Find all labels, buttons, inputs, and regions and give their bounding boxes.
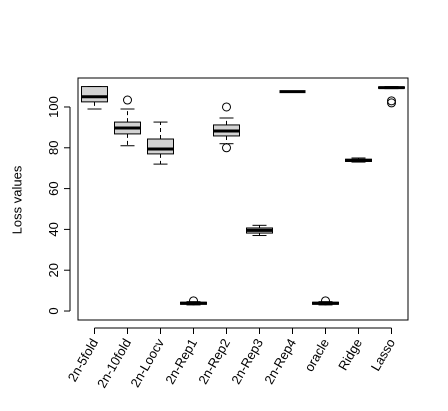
y-tick-label: 60 [46, 181, 61, 195]
y-tick-label: 100 [46, 96, 61, 118]
x-tick-label: 2n-Rep4 [261, 336, 299, 387]
outlier [387, 96, 396, 106]
outlier [387, 98, 396, 108]
y-tick-label: 40 [46, 222, 61, 236]
outlier [321, 296, 330, 306]
outlier [222, 143, 231, 153]
plot-frame [77, 77, 409, 321]
outlier [222, 102, 231, 112]
y-tick-label: 20 [46, 263, 61, 277]
box [81, 86, 108, 103]
outlier [123, 95, 132, 105]
x-tick-label: 2n-5fold [65, 336, 101, 384]
box [147, 138, 174, 155]
x-tick-label: Lasso [368, 336, 398, 374]
y-axis-title: Loss values [9, 165, 24, 234]
x-tick-label: oracle [301, 336, 332, 374]
y-tick-label: 80 [46, 141, 61, 155]
y-tick-label: 0 [46, 307, 61, 314]
outlier [189, 296, 198, 306]
x-tick-label: Ridge [335, 336, 365, 373]
